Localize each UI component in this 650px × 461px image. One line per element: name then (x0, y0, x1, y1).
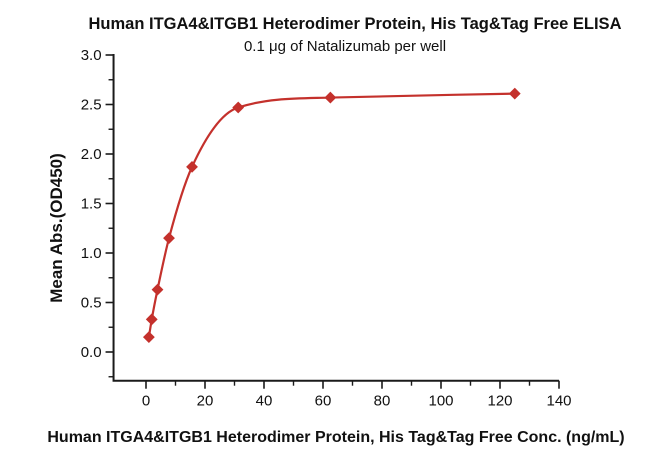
x-axis-title: Human ITGA4&ITGB1 Heterodimer Protein, H… (47, 429, 625, 446)
y-tick-label: 2.0 (81, 146, 102, 163)
y-tick-label: 0.5 (81, 295, 102, 312)
fit-curve (147, 92, 516, 339)
x-tick-label: 60 (315, 393, 332, 410)
x-tick-label: 0 (142, 393, 150, 410)
axis-frame (112, 54, 559, 382)
data-point-marker (186, 160, 198, 173)
y-tick-label: 2.5 (81, 97, 102, 114)
x-tick-label: 80 (374, 393, 391, 410)
y-tick-label: 1.0 (81, 245, 102, 262)
data-point-marker (508, 87, 521, 100)
y-tick-label: 1.5 (81, 196, 102, 213)
x-tick-label: 100 (428, 393, 453, 410)
data-point-marker (145, 313, 158, 326)
x-tick-label: 40 (256, 393, 273, 410)
data-point-marker (163, 232, 175, 245)
data-point-marker (232, 101, 245, 114)
y-axis-title: Mean Abs.(OD450) (47, 153, 66, 303)
chart-subtitle: 0.1 μg of Natalizumab per well (243, 38, 447, 55)
x-tick-label: 20 (197, 393, 214, 410)
data-point-marker (142, 331, 155, 344)
data-point-marker (151, 283, 164, 296)
y-tick-label: 3.0 (81, 47, 102, 64)
x-tick-label: 140 (546, 393, 571, 410)
chart-title: Human ITGA4&ITGB1 Heterodimer Protein, H… (88, 15, 622, 33)
x-tick-label: 120 (487, 393, 512, 410)
data-point-marker (324, 91, 337, 104)
y-tick-label: 0.0 (81, 344, 102, 361)
